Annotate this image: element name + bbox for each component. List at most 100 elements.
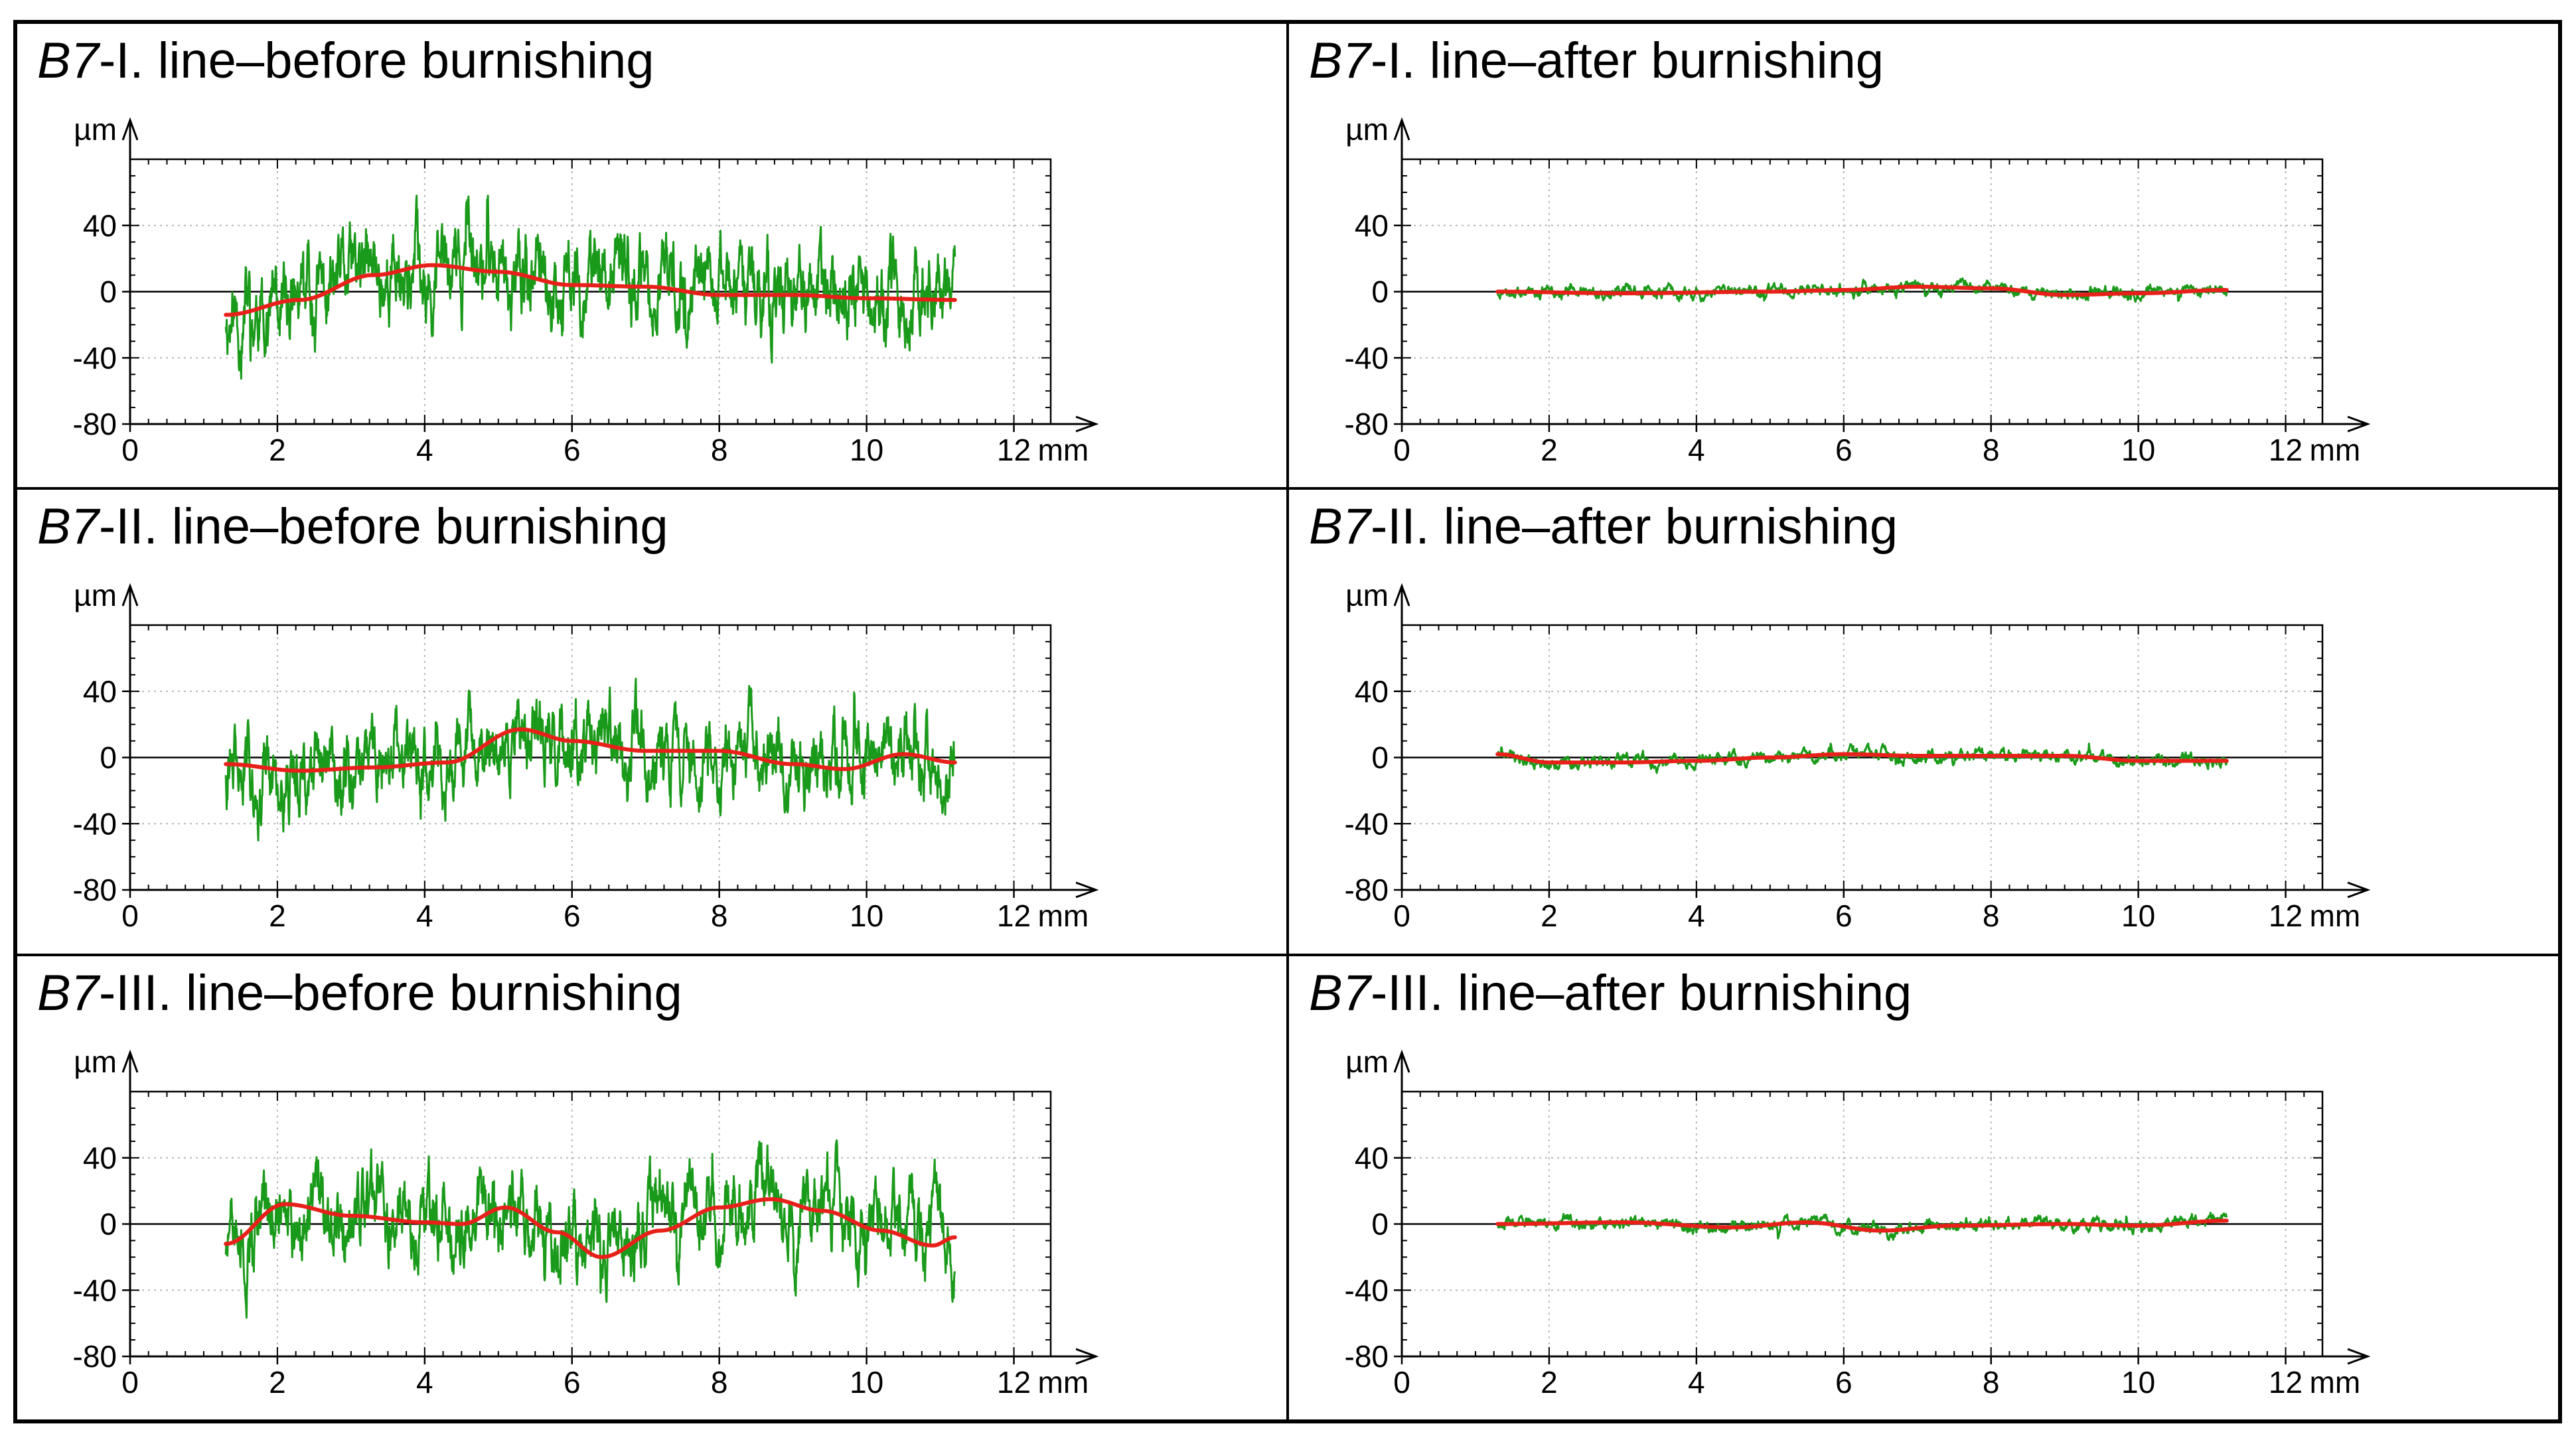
- panel-title: B7-I. line–before burnishing: [37, 32, 654, 90]
- x-axis-arrow: [2347, 881, 2371, 899]
- y-tick-label: 40: [83, 674, 117, 709]
- mean-line-series: [1495, 1218, 2229, 1233]
- y-tick-label: 0: [1371, 741, 1389, 775]
- y-axis-arrow: [121, 583, 139, 607]
- x-axis-label: mm: [2310, 899, 2361, 933]
- mean-line-series: [224, 727, 957, 773]
- x-tick-label: 2: [1541, 899, 1558, 933]
- x-tick-label: 6: [564, 433, 581, 467]
- x-axis-label: mm: [1038, 1365, 1089, 1400]
- x-axis-arrow: [2347, 1348, 2371, 1365]
- profile-chart: 0 2 4 6 8 10 12 40 0 -40 -80 µm mm: [73, 112, 1099, 467]
- panel-title: B7-I. line–after burnishing: [1309, 32, 1884, 90]
- axes: [121, 583, 1099, 899]
- title-sample-id: B7: [1309, 964, 1371, 1021]
- y-tick-label: 40: [83, 1140, 117, 1175]
- title-sample-id: B7: [37, 498, 99, 555]
- profile-series: [224, 1139, 956, 1319]
- y-tick-label: -40: [73, 807, 117, 841]
- y-axis-arrow: [1393, 117, 1410, 141]
- y-tick-label: 0: [100, 741, 117, 775]
- x-tick-label: 8: [711, 899, 728, 933]
- y-tick-label: -40: [1345, 340, 1389, 375]
- axes: [121, 117, 1099, 433]
- axes: [121, 1049, 1099, 1365]
- y-tick-label: -80: [1345, 407, 1389, 441]
- title-text: -I. line–before burnishing: [98, 33, 654, 89]
- x-axis-arrow: [2347, 415, 2371, 433]
- y-tick-label: -80: [73, 873, 117, 907]
- y-axis-label: µm: [1345, 112, 1389, 147]
- y-axis-label: µm: [74, 1045, 117, 1079]
- panel-line1-after: B7-I. line–after burnishing 0 2 4 6 8 10 12 40 0…: [1288, 23, 2559, 489]
- x-tick-label: 0: [1393, 1365, 1410, 1400]
- x-tick-label: 2: [1541, 1365, 1558, 1400]
- y-axis-arrow: [121, 117, 139, 141]
- x-tick-label: 2: [269, 1365, 286, 1400]
- y-tick-label: 0: [100, 275, 117, 309]
- y-tick-label: 40: [1355, 1140, 1389, 1175]
- y-axis-arrow: [121, 1049, 139, 1073]
- title-text: -III. line–before burnishing: [98, 964, 682, 1021]
- x-axis-label: mm: [2310, 433, 2361, 467]
- x-tick-label: 0: [121, 433, 139, 467]
- profile-chart: 0 2 4 6 8 10 12 40 0 -40 -80 µm mm: [1345, 1045, 2371, 1400]
- x-tick-label: 6: [1835, 1365, 1853, 1400]
- y-tick-label: 40: [1355, 208, 1389, 243]
- figure-grid: B7-I. line–before burnishing 0 2 4 6 8 10 12 40…: [13, 20, 2562, 1423]
- tick-labels: 0 2 4 6 8 10 12 40 0 -40 -80: [73, 1140, 1031, 1399]
- y-axis-label: µm: [74, 578, 117, 613]
- y-tick-label: -80: [1345, 1339, 1389, 1374]
- mean-line-series: [224, 1196, 957, 1259]
- y-tick-label: 0: [100, 1206, 117, 1241]
- x-tick-label: 8: [711, 1365, 728, 1400]
- x-tick-label: 8: [1983, 1365, 2000, 1400]
- title-text: -II. line–after burnishing: [1370, 498, 1898, 555]
- y-tick-label: -80: [73, 407, 117, 441]
- profile-chart: 0 2 4 6 8 10 12 40 0 -40 -80 µm mm: [73, 578, 1099, 933]
- x-tick-label: 4: [416, 433, 433, 467]
- profile-chart: 0 2 4 6 8 10 12 40 0 -40 -80 µm mm: [1345, 578, 2371, 933]
- x-tick-label: 4: [1688, 899, 1705, 933]
- y-tick-label: -40: [73, 1273, 117, 1307]
- x-tick-label: 4: [416, 899, 433, 933]
- x-tick-label: 10: [2121, 433, 2155, 467]
- panel-title: B7-II. line–before burnishing: [37, 498, 668, 555]
- x-tick-label: 12: [2269, 1365, 2303, 1400]
- tick-labels: 0 2 4 6 8 10 12 40 0 -40 -80: [1345, 208, 2303, 467]
- x-tick-label: 12: [2269, 433, 2303, 467]
- y-tick-label: -80: [73, 1339, 117, 1374]
- x-tick-label: 8: [1983, 433, 2000, 467]
- y-axis-label: µm: [1345, 1045, 1389, 1079]
- x-tick-label: 2: [269, 899, 286, 933]
- x-tick-label: 6: [564, 899, 581, 933]
- x-tick-label: 2: [1541, 433, 1558, 467]
- title-sample-id: B7: [37, 33, 99, 89]
- y-axis-arrow: [1393, 1049, 1410, 1073]
- x-tick-label: 4: [1688, 1365, 1705, 1400]
- profile-series: [224, 678, 956, 842]
- panel-line1-before: B7-I. line–before burnishing 0 2 4 6 8 10 12 40…: [16, 23, 1288, 489]
- x-tick-label: 4: [416, 1365, 433, 1400]
- tick-labels: 0 2 4 6 8 10 12 40 0 -40 -80: [1345, 1140, 2303, 1399]
- panel-title: B7-III. line–after burnishing: [1309, 964, 1912, 1022]
- panel-line2-after: B7-II. line–after burnishing 0 2 4 6 8 10 12 40…: [1288, 488, 2559, 955]
- y-axis-label: µm: [74, 112, 117, 147]
- x-tick-label: 10: [850, 433, 883, 467]
- x-axis-label: mm: [1038, 433, 1089, 467]
- y-axis-label: µm: [1345, 578, 1389, 613]
- x-axis-arrow: [1075, 1348, 1099, 1365]
- x-tick-label: 12: [2269, 899, 2303, 933]
- x-tick-label: 12: [997, 899, 1031, 933]
- x-tick-label: 10: [850, 899, 883, 933]
- y-tick-label: 0: [1371, 1206, 1389, 1241]
- panel-line3-after: B7-III. line–after burnishing 0 2 4 6 8 10 12 4…: [1288, 954, 2559, 1421]
- axes: [1393, 583, 2371, 899]
- tick-labels: 0 2 4 6 8 10 12 40 0 -40 -80: [1345, 674, 2303, 933]
- x-tick-label: 8: [1983, 899, 2000, 933]
- y-tick-label: 0: [1371, 275, 1389, 309]
- mean-line-series: [224, 263, 957, 317]
- y-tick-label: -80: [1345, 873, 1389, 907]
- x-axis-arrow: [1075, 415, 1099, 433]
- tick-labels: 0 2 4 6 8 10 12 40 0 -40 -80: [73, 674, 1031, 933]
